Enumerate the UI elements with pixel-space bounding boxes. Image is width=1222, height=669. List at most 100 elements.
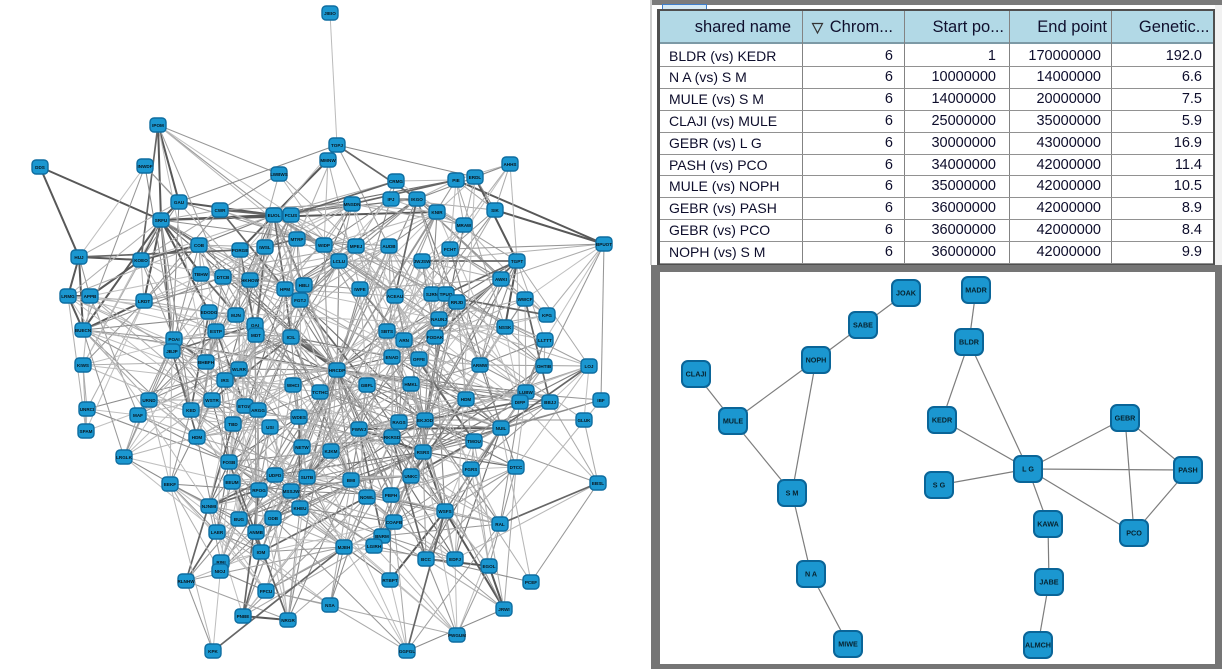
svg-text:WIDP: WIDP (318, 243, 330, 248)
svg-text:RTBPT: RTBPT (382, 578, 398, 583)
svg-text:JIEIO: JIEIO (324, 11, 336, 16)
svg-text:EEUM: EEUM (225, 480, 238, 485)
svg-text:HMKL: HMKL (404, 382, 417, 387)
svg-text:PASH: PASH (1178, 466, 1197, 475)
svg-text:HDM: HDM (461, 397, 472, 402)
svg-text:EUOL: EUOL (268, 213, 281, 218)
svg-text:RKRSD: RKRSD (384, 435, 401, 440)
svg-text:COB: COB (194, 243, 205, 248)
svg-text:LLTTT: LLTTT (538, 338, 552, 343)
svg-text:WSFS: WSFS (438, 509, 451, 514)
svg-text:AHHS: AHHS (503, 162, 516, 167)
svg-text:OHTIB: OHTIB (537, 364, 552, 369)
svg-text:FWWJ: FWWJ (352, 427, 366, 432)
svg-text:JOAK: JOAK (896, 289, 917, 298)
svg-text:NJNMI: NJNMI (202, 504, 216, 509)
svg-text:CRMG: CRMG (389, 179, 403, 184)
svg-text:RLNHW: RLNHW (177, 579, 195, 584)
svg-text:TOPJ: TOPJ (331, 143, 343, 148)
svg-text:KHEU: KHEU (293, 506, 307, 511)
svg-text:SIK: SIK (491, 208, 499, 213)
svg-text:RSRS: RSRS (417, 450, 430, 455)
svg-text:FGTJ: FGTJ (294, 298, 306, 303)
svg-text:HPM: HPM (280, 287, 290, 292)
svg-text:RRJD: RRJD (451, 300, 464, 305)
svg-text:S G: S G (933, 481, 946, 490)
svg-text:EDODG: EDODG (201, 310, 218, 315)
svg-text:IPJ: IPJ (388, 197, 395, 202)
svg-text:LWBWS: LWBWS (270, 172, 288, 177)
svg-text:IKGO: IKGO (411, 197, 423, 202)
svg-text:MIWE: MIWE (838, 640, 858, 649)
svg-text:MJN: MJN (231, 313, 241, 318)
svg-text:TPUO: TPUO (440, 292, 453, 297)
svg-text:ARGG: ARGG (251, 408, 265, 413)
svg-text:ALMCH: ALMCH (1025, 641, 1051, 650)
svg-text:HDM: HDM (192, 435, 203, 440)
svg-text:LOJ: LOJ (585, 364, 594, 369)
svg-text:SPAM: SPAM (80, 429, 93, 434)
svg-text:NETW: NETW (295, 445, 309, 450)
svg-text:ETGW: ETGW (238, 404, 252, 409)
svg-text:PBFH: PBFH (385, 493, 398, 498)
svg-text:IRS: IRS (221, 378, 229, 383)
svg-text:URND: URND (142, 398, 156, 403)
svg-text:CWR: CWR (215, 208, 227, 213)
svg-text:RINI: RINI (216, 560, 225, 565)
svg-text:MMNW: MMNW (320, 158, 336, 163)
svg-text:L G: L G (1022, 465, 1034, 474)
svg-text:KJKM: KJKM (324, 449, 337, 454)
svg-text:NAUNJ: NAUNJ (431, 317, 447, 322)
svg-text:MDT: MDT (251, 333, 261, 338)
svg-text:MJEH: MJEH (338, 545, 351, 550)
svg-text:KEDR: KEDR (932, 416, 953, 425)
svg-text:EGOL: EGOL (482, 564, 495, 569)
svg-text:WHCI: WHCI (287, 383, 299, 388)
svg-text:N A: N A (805, 570, 817, 579)
svg-text:PCO: PCO (1126, 529, 1142, 538)
svg-text:DTCC: DTCC (510, 465, 523, 470)
svg-text:LGIRH: LGIRH (367, 544, 382, 549)
svg-text:PNBE: PNBE (237, 614, 250, 619)
svg-text:ESTP: ESTP (210, 329, 222, 334)
svg-text:ICIL: ICIL (287, 335, 296, 340)
svg-text:EKJOD: EKJOD (417, 418, 434, 423)
svg-text:PORGE: PORGE (232, 248, 249, 253)
svg-text:RPOG: RPOG (252, 488, 266, 493)
svg-text:SRFU: SRFU (155, 218, 168, 223)
svg-text:JRWI: JRWI (498, 607, 509, 612)
svg-text:HBLI: HBLI (299, 283, 310, 288)
svg-text:FCHT: FCHT (444, 247, 456, 252)
svg-text:S M: S M (786, 489, 799, 498)
svg-text:TMOU: TMOU (467, 439, 481, 444)
svg-text:NRGR: NRGR (281, 618, 295, 623)
svg-text:ARN: ARN (399, 338, 410, 343)
svg-text:KPK: KPK (208, 649, 218, 654)
svg-text:TBD: TBD (228, 422, 238, 427)
svg-text:APPB: APPB (84, 294, 97, 299)
svg-text:IWFE: IWFE (354, 287, 365, 292)
svg-text:MAF: MAF (133, 413, 143, 418)
svg-text:WDES: WDES (292, 415, 306, 420)
svg-text:ARMW: ARMW (473, 363, 488, 368)
svg-text:FPCU: FPCU (260, 589, 273, 594)
svg-text:COAFB: COAFB (386, 520, 403, 525)
svg-text:BUECN: BUECN (75, 328, 92, 333)
svg-text:UDFD: UDFD (269, 473, 282, 478)
svg-text:SBTS: SBTS (381, 329, 393, 334)
svg-text:SJRN: SJRN (426, 292, 439, 297)
svg-text:LUBW: LUBW (519, 390, 533, 395)
svg-text:UNKC: UNKC (404, 474, 418, 479)
svg-text:KAWA: KAWA (1037, 520, 1059, 529)
svg-text:BMI: BMI (347, 478, 355, 483)
svg-text:NSSK: NSSK (499, 325, 512, 330)
svg-text:MPEJ: MPEJ (350, 244, 363, 249)
svg-text:EEKF: EEKF (164, 482, 176, 487)
svg-text:LRDT: LRDT (138, 299, 150, 304)
svg-text:FGRS: FGRS (465, 467, 478, 472)
svg-text:ERDL: ERDL (469, 175, 482, 180)
svg-text:EDFJ: EDFJ (449, 557, 461, 562)
svg-text:FODAK: FODAK (427, 335, 444, 340)
svg-text:INWDF: INWDF (137, 164, 152, 169)
svg-text:LCLU: LCLU (333, 259, 346, 264)
